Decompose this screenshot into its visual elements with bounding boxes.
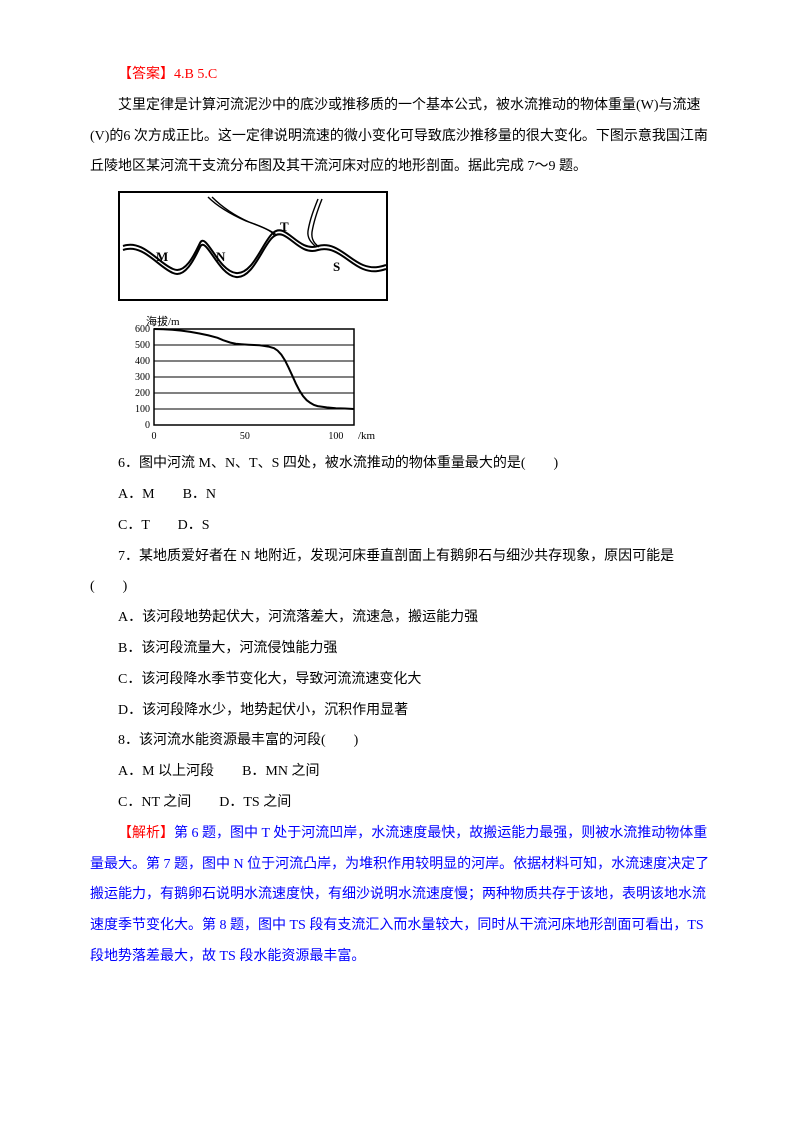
explanation: 【解析】第 6 题，图中 T 处于河流凹岸，水流速度最快，故搬运能力最强，则被水… — [90, 819, 710, 973]
q8-options-row2: C．NT 之间 D．TS 之间 — [90, 788, 710, 819]
svg-text:500: 500 — [135, 340, 150, 351]
chart-plot-area: 0 100 200 300 400 500 600 0 50 100 — [135, 324, 354, 442]
q6-opt-b: B．N — [183, 487, 216, 502]
svg-text:300: 300 — [135, 372, 150, 383]
q8-stem: 8．该河流水能资源最丰富的河段( ) — [90, 726, 710, 757]
q8-opt-c: C．NT 之间 — [118, 795, 191, 810]
svg-text:0: 0 — [152, 431, 157, 442]
svg-text:0: 0 — [145, 420, 150, 431]
answer-text: 4.B 5.C — [174, 67, 217, 82]
chart-xunit: /km — [358, 430, 376, 442]
label-m: M — [156, 249, 168, 264]
elevation-chart: 海拔/m 0 100 200 300 400 500 600 0 50 100 /km — [118, 315, 378, 445]
q8-options-row1: A．M 以上河段 B．MN 之间 — [90, 757, 710, 788]
svg-text:50: 50 — [240, 431, 250, 442]
explain-tag: 【解析】 — [118, 826, 174, 841]
q6-options-row1: A．M B．N — [90, 480, 710, 511]
q6-options-row2: C．T D．S — [90, 511, 710, 542]
document-page: 【答案】4.B 5.C 艾里定律是计算河流泥沙中的底沙或推移质的一个基本公式，被… — [0, 0, 800, 1132]
q6-opt-d: D．S — [178, 518, 210, 533]
svg-text:400: 400 — [135, 356, 150, 367]
answer-tag: 【答案】 — [118, 67, 174, 82]
q7-opt-a: A．该河段地势起伏大，河流落差大，流速急，搬运能力强 — [90, 603, 710, 634]
map-border — [119, 192, 387, 300]
q7-opt-d: D．该河段降水少，地势起伏小，沉积作用显著 — [90, 696, 710, 727]
river-map: M N T S — [118, 191, 388, 301]
q8-opt-b: B．MN 之间 — [242, 764, 319, 779]
q6-opt-c: C．T — [118, 518, 150, 533]
q6-opt-a: A．M — [118, 487, 155, 502]
chart-xticks: 0 50 100 — [152, 431, 344, 442]
explain-body: 第 6 题，图中 T 处于河流凹岸，水流速度最快，故搬运能力最强，则被水流推动物… — [90, 826, 709, 964]
q8-opt-d: D．TS 之间 — [219, 795, 291, 810]
svg-text:100: 100 — [135, 404, 150, 415]
chart-ylabel: 海拔/m — [146, 315, 180, 328]
passage-text: 艾里定律是计算河流泥沙中的底沙或推移质的一个基本公式，被水流推动的物体重量(W)… — [90, 91, 710, 183]
svg-text:600: 600 — [135, 324, 150, 335]
q6-stem: 6．图中河流 M、N、T、S 四处，被水流推动的物体重量最大的是( ) — [90, 449, 710, 480]
figures: M N T S 海拔/m 0 100 200 300 400 500 600 0 50 100 … — [118, 191, 710, 445]
chart-yticks: 0 100 200 300 400 500 600 — [135, 324, 150, 431]
q7-opt-b: B．该河段流量大，河流侵蚀能力强 — [90, 634, 710, 665]
q7-stem: 7．某地质爱好者在 N 地附近，发现河床垂直剖面上有鹅卵石与细沙共存现象，原因可… — [90, 542, 710, 604]
label-s: S — [333, 259, 340, 274]
label-n: N — [216, 249, 226, 264]
label-t: T — [280, 219, 289, 234]
answer-4-5: 【答案】4.B 5.C — [90, 60, 710, 91]
q8-opt-a: A．M 以上河段 — [118, 764, 214, 779]
svg-text:100: 100 — [328, 431, 343, 442]
q7-opt-c: C．该河段降水季节变化大，导致河流流速变化大 — [90, 665, 710, 696]
svg-text:200: 200 — [135, 388, 150, 399]
